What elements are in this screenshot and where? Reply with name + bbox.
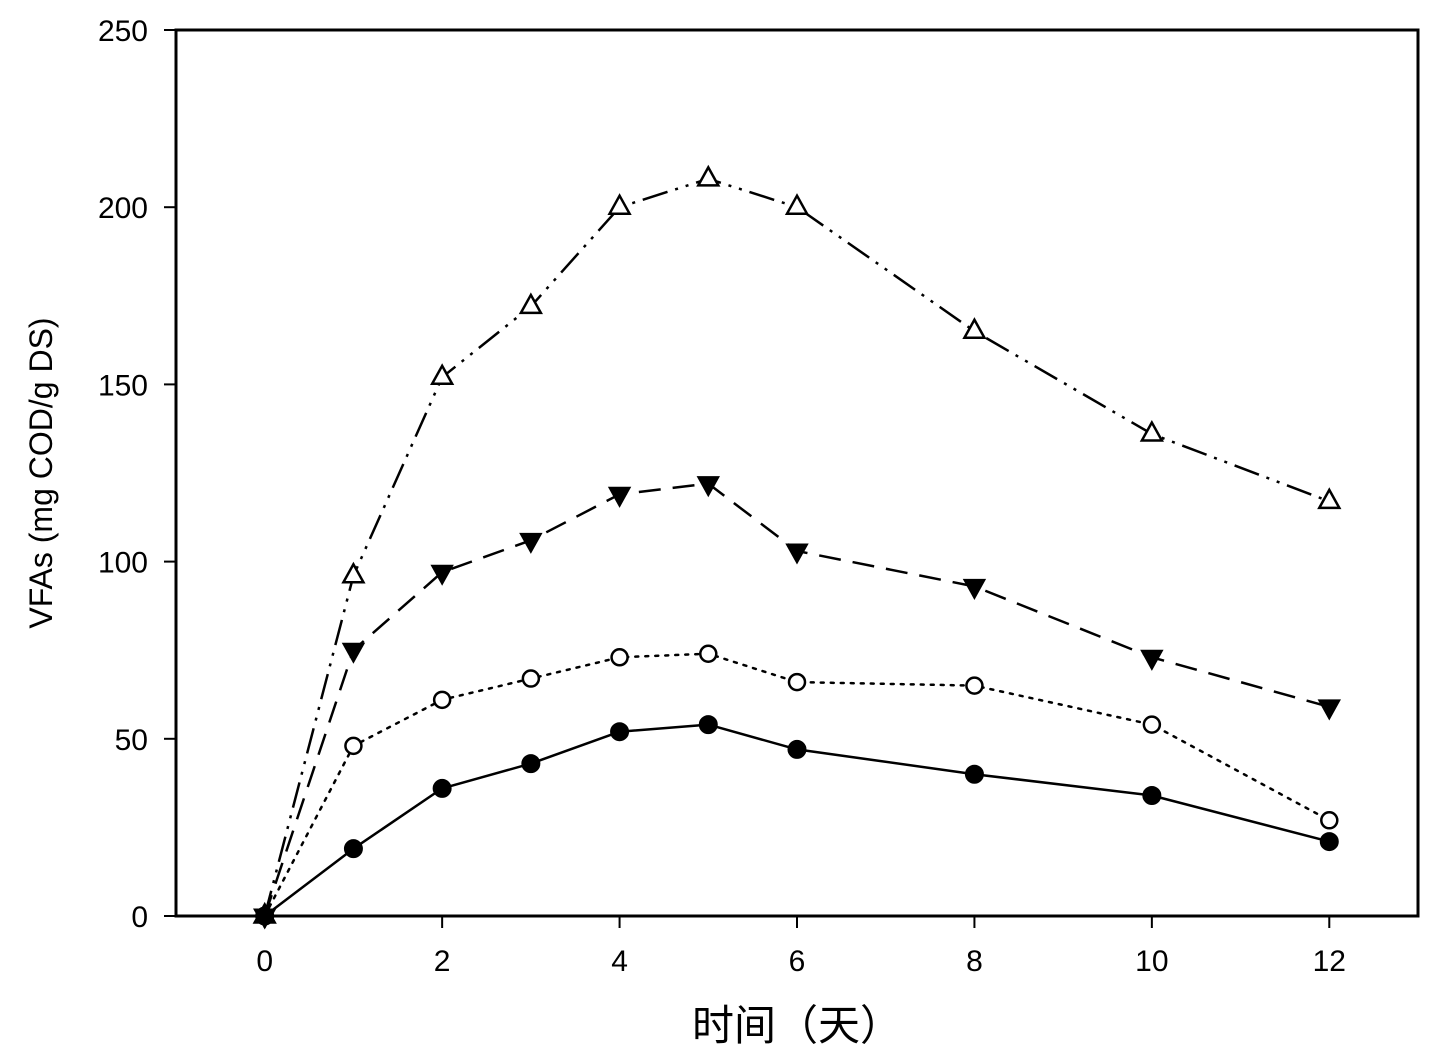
data-point xyxy=(784,193,810,215)
data-point xyxy=(785,543,809,565)
data-point xyxy=(610,722,630,742)
data-point xyxy=(1142,786,1162,806)
x-axis-ticks: 0 2 4 6 8 10 12 xyxy=(256,916,1346,978)
data-point xyxy=(962,578,987,600)
data-point xyxy=(1317,487,1342,510)
data-point xyxy=(696,164,721,187)
y-tick-label: 50 xyxy=(115,724,148,757)
series-4 xyxy=(255,715,1339,926)
data-point xyxy=(519,532,543,554)
data-point xyxy=(787,672,807,692)
data-point xyxy=(521,754,541,774)
x-tick-label: 6 xyxy=(789,945,806,978)
data-point xyxy=(1140,649,1164,671)
x-tick-label: 2 xyxy=(434,945,451,978)
data-point xyxy=(432,778,452,798)
data-point xyxy=(430,564,454,586)
data-point xyxy=(518,292,543,315)
data-point xyxy=(344,736,363,756)
x-tick-label: 8 xyxy=(966,945,983,978)
x-tick-label: 0 xyxy=(256,945,273,978)
series-line xyxy=(263,652,1331,918)
data-point xyxy=(1142,715,1162,734)
data-point xyxy=(787,739,807,759)
data-point xyxy=(1317,699,1341,721)
data-point xyxy=(699,644,718,663)
plot-frame xyxy=(174,28,1420,918)
y-axis-ticks: 0 50 100 150 200 250 xyxy=(98,15,176,934)
data-point xyxy=(255,906,275,926)
data-point xyxy=(698,715,718,735)
data-point xyxy=(341,561,366,584)
data-point xyxy=(696,476,720,498)
series-3 xyxy=(255,644,1339,926)
data-point xyxy=(964,764,984,784)
y-tick-label: 150 xyxy=(98,369,148,402)
data-point xyxy=(343,839,363,859)
y-tick-label: 0 xyxy=(131,901,148,934)
data-point xyxy=(432,690,452,710)
x-tick-label: 12 xyxy=(1313,945,1346,978)
data-point xyxy=(1139,419,1164,442)
y-tick-label: 100 xyxy=(98,547,148,580)
data-point xyxy=(607,486,632,508)
data-point xyxy=(962,317,987,339)
data-point xyxy=(607,193,632,215)
data-point xyxy=(341,642,366,664)
series-layer xyxy=(252,164,1342,930)
data-point xyxy=(521,669,541,688)
x-axis-label: 时间（天） xyxy=(692,1001,902,1050)
data-point xyxy=(965,676,984,695)
series-line xyxy=(263,723,1330,917)
data-point xyxy=(1319,832,1339,852)
x-tick-label: 4 xyxy=(611,945,628,978)
series-line xyxy=(263,482,1330,917)
x-tick-label: 10 xyxy=(1135,945,1168,978)
data-point xyxy=(610,648,629,667)
y-tick-label: 200 xyxy=(98,192,148,225)
y-tick-label: 250 xyxy=(98,15,148,48)
series-2 xyxy=(253,476,1341,930)
y-axis-label: VFAs (mg COD/g DS) xyxy=(23,317,59,628)
series-line xyxy=(263,177,1330,917)
data-point xyxy=(430,363,455,386)
data-point xyxy=(1320,811,1339,830)
